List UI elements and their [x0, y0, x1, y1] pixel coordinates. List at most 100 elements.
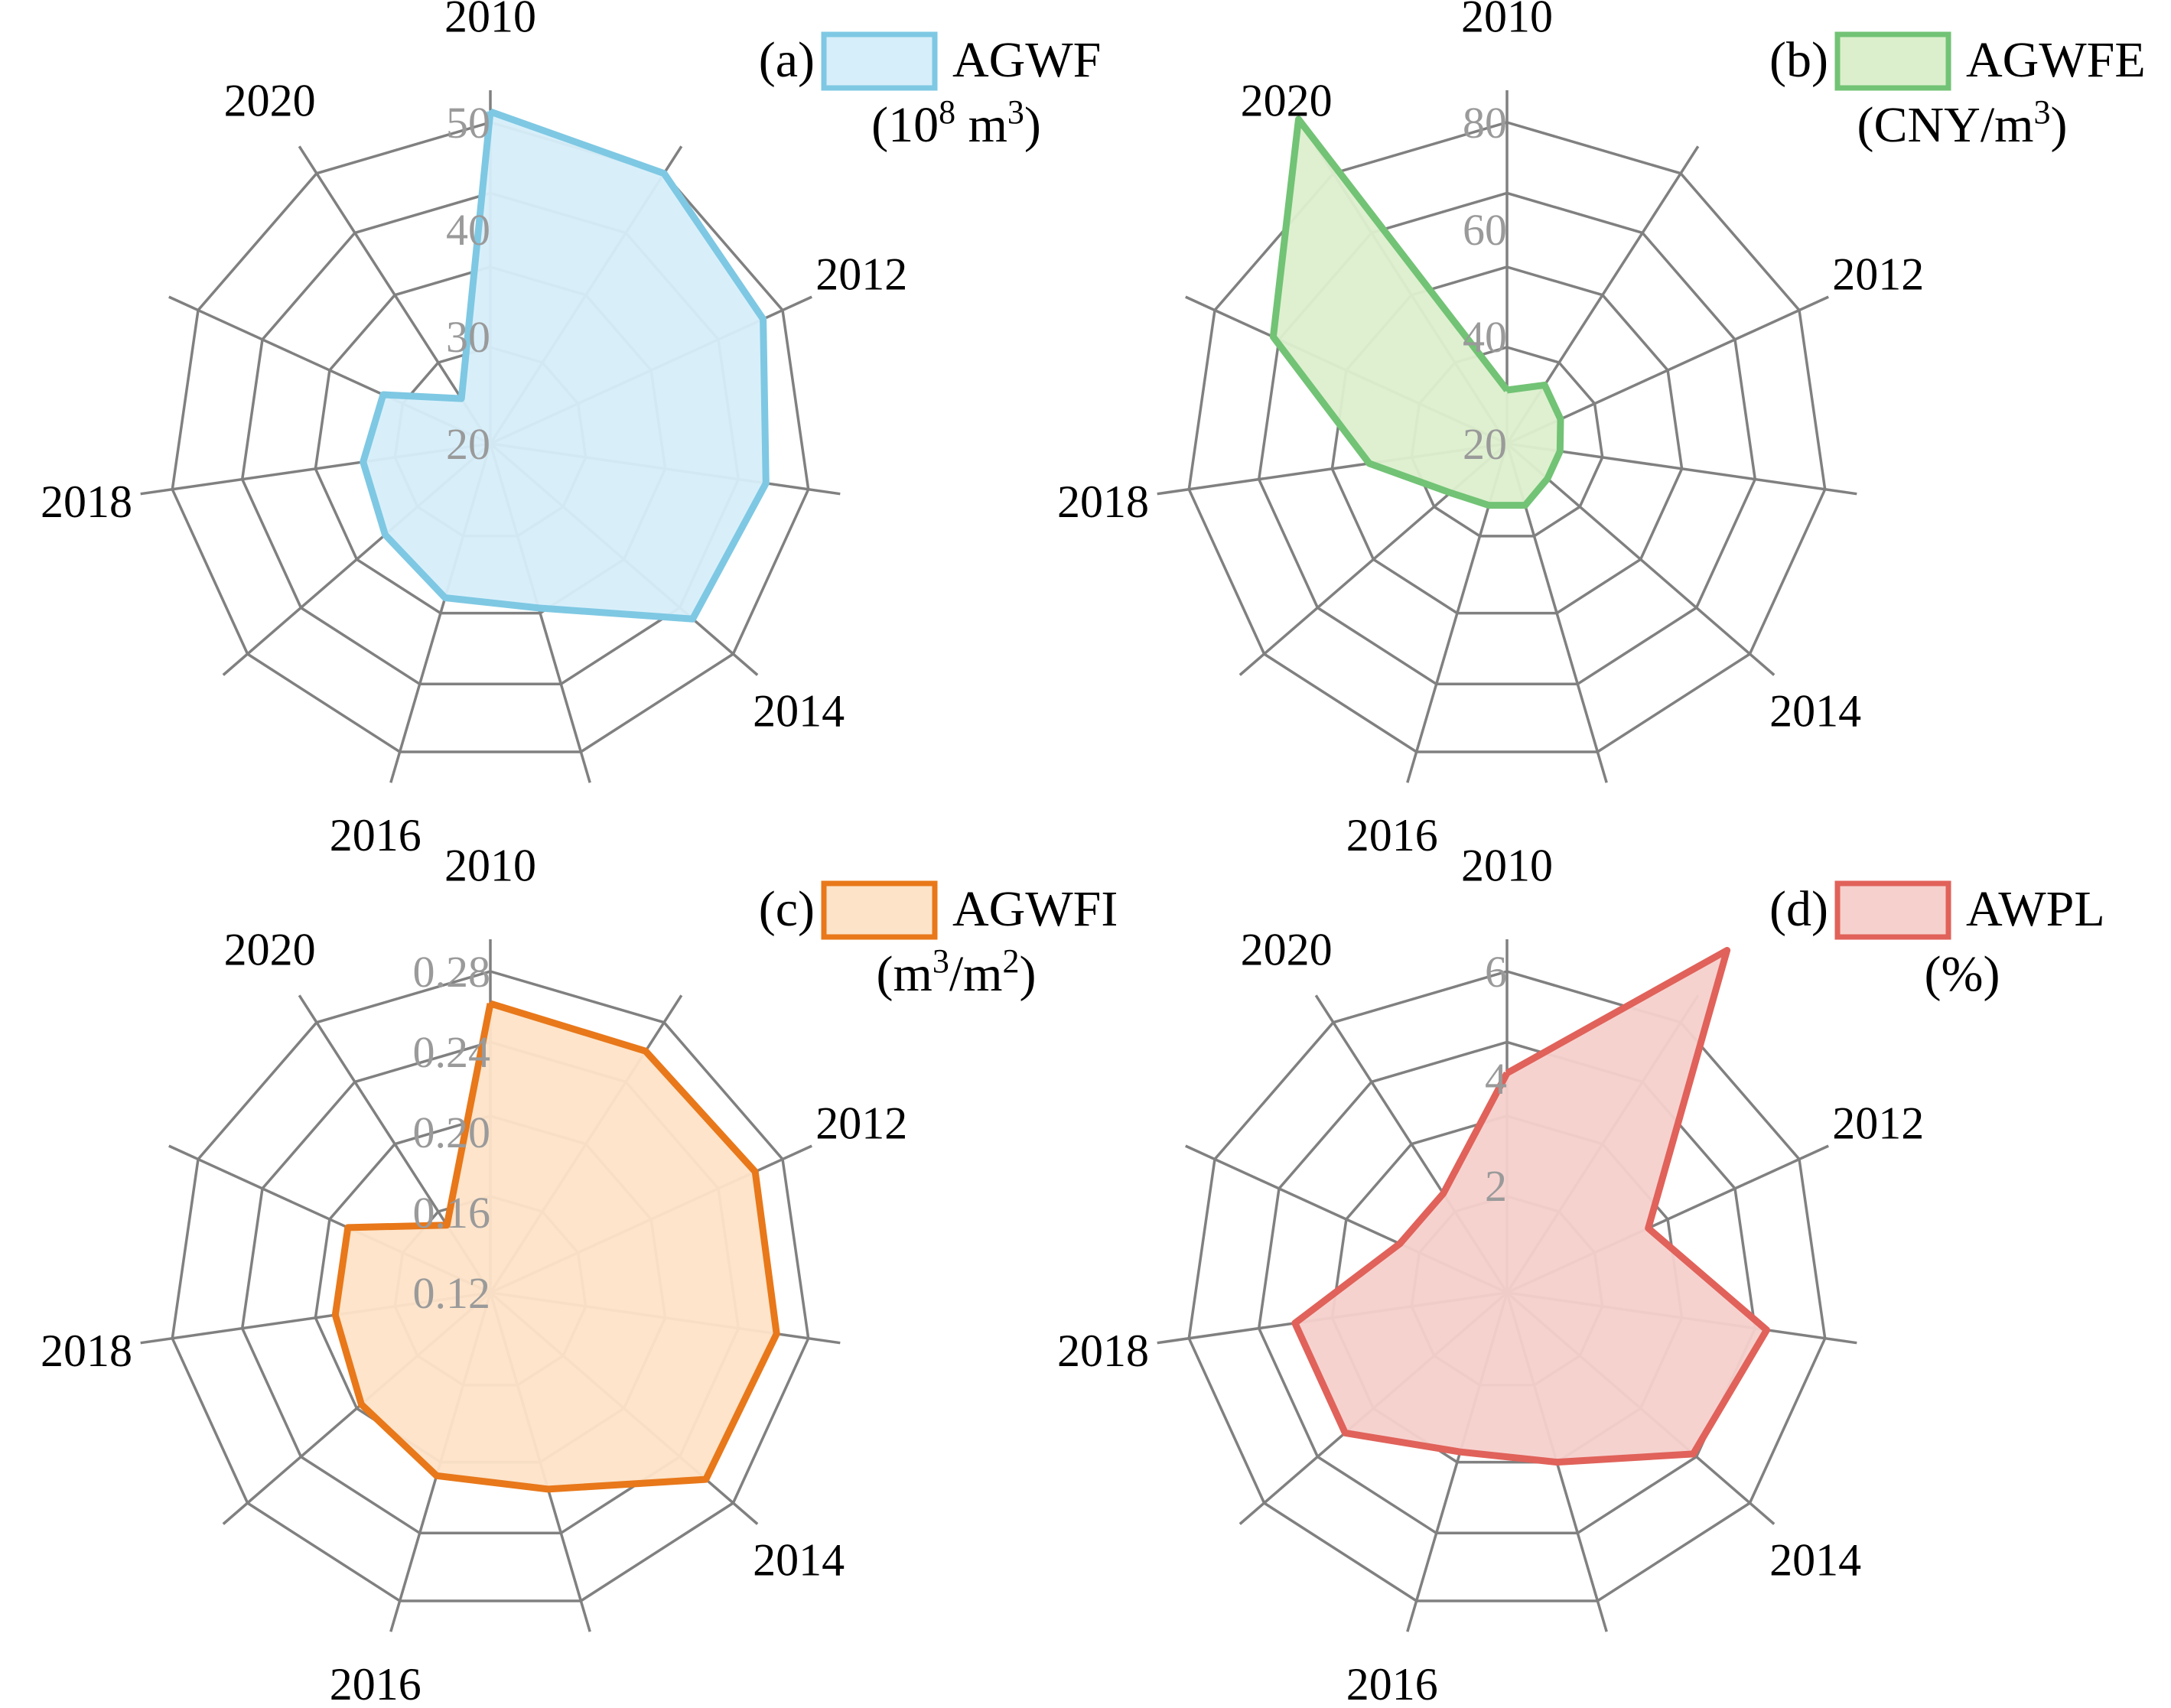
data-point: [460, 397, 464, 401]
data-point: [1297, 118, 1300, 121]
grid-ring: [171, 970, 810, 1602]
data-point: [1646, 1226, 1650, 1230]
data-point: [443, 596, 447, 600]
category-label: 2020: [224, 75, 316, 125]
panel-label: (a): [759, 32, 815, 88]
category-label: 2018: [1057, 477, 1149, 527]
data-point: [1725, 948, 1729, 952]
legend-label: AWPL: [1966, 881, 2105, 937]
data-point: [1271, 335, 1275, 339]
series-area: [1273, 119, 1561, 506]
radar-panel-3: 0.12 0.16 0.20 0.24 0.28 2010 2012 2014 2016 2018…: [41, 841, 1118, 1708]
legend-label: AGWF: [952, 32, 1101, 88]
data-point: [1558, 450, 1562, 453]
category-label: 2018: [41, 477, 132, 527]
series-area: [363, 112, 767, 620]
series-line: [1291, 947, 1770, 1466]
category-label: 2012: [1832, 1098, 1924, 1148]
unit-label: (m3/m2): [877, 942, 1037, 1002]
radial-tick-label: 2: [1485, 1161, 1507, 1211]
category-label: 2014: [753, 1534, 845, 1585]
legend-swatch: [1834, 880, 1951, 940]
unit-label: (108 m3): [871, 93, 1041, 153]
data-point: [445, 1223, 449, 1227]
grid-ring: [1257, 1040, 1757, 1535]
data-point: [1458, 1450, 1462, 1454]
legend-label: AGWFE: [1966, 32, 2146, 88]
data-point: [662, 171, 666, 175]
panel-label: (b): [1769, 32, 1828, 88]
category-label: 2018: [41, 1326, 132, 1376]
data-point: [1293, 1321, 1297, 1325]
unit-label: (CNY/m3): [1857, 93, 2068, 153]
radar-panel-1: 20 30 40 50 2010 2012 2014 2016 2018 2020 (a) AGWF(…: [41, 0, 1101, 861]
grid-ring: [171, 121, 810, 753]
category-label: 2016: [1346, 810, 1438, 861]
legend-swatch: [1834, 31, 1951, 91]
radial-tick-label: 80: [1463, 98, 1507, 148]
data-point: [764, 481, 768, 485]
category-label: 2014: [753, 685, 845, 736]
radial-tick-label: 30: [446, 312, 490, 362]
radial-tick-label: 6: [1485, 947, 1507, 997]
data-point: [1441, 1192, 1445, 1196]
series-line: [360, 108, 770, 623]
radar-panel-4: 2 4 6 2010 2012 2014 2016 2018 2020 (d) AWPL (%): [1057, 841, 2105, 1708]
data-point: [1559, 418, 1562, 421]
category-label: 2010: [444, 841, 536, 891]
data-point: [1367, 461, 1371, 465]
category-label: 2014: [1769, 685, 1861, 736]
data-point: [546, 1487, 550, 1491]
category-label: 2020: [224, 924, 316, 974]
category-label: 2010: [1461, 841, 1553, 891]
data-point: [346, 1225, 350, 1229]
data-point: [1505, 389, 1509, 392]
data-point: [334, 1313, 337, 1317]
data-point: [1505, 1072, 1509, 1075]
radial-tick-label: 40: [1463, 312, 1507, 362]
radial-tick-label: 0.28: [413, 947, 491, 997]
data-point: [1487, 503, 1491, 507]
data-point: [489, 110, 492, 113]
data-point: [1398, 1242, 1401, 1245]
radial-tick-label: 0.12: [413, 1268, 491, 1318]
data-point: [361, 460, 365, 464]
grid-ring: [1187, 121, 1827, 753]
radial-tick-label: 0.16: [413, 1188, 491, 1238]
legend-swatch: [821, 880, 938, 940]
category-label: 2020: [1241, 75, 1333, 125]
panel-label: (c): [759, 881, 815, 937]
data-point: [1543, 383, 1547, 387]
data-point: [1523, 503, 1527, 507]
category-label: 2016: [330, 1659, 422, 1708]
data-point: [360, 1403, 363, 1407]
data-point: [704, 1478, 708, 1482]
radial-tick-label: 4: [1485, 1054, 1507, 1104]
data-point: [1545, 477, 1549, 480]
category-label: 2012: [815, 249, 907, 299]
legend-swatch: [821, 31, 938, 91]
data-point: [383, 533, 387, 537]
axis-spoke: [1505, 442, 1776, 676]
panel-label: (d): [1769, 881, 1828, 937]
series-line: [331, 1000, 780, 1493]
radar-panel-2: 20 40 60 80 2010 2012 2014 2016 2018 2020 (b) AGWFE…: [1057, 0, 2146, 861]
data-point: [775, 1332, 779, 1335]
radial-tick-label: 20: [446, 419, 490, 469]
grid-ring: [1187, 970, 1827, 1602]
data-point: [1555, 1460, 1559, 1464]
data-point: [435, 1474, 438, 1478]
radial-tick-label: 60: [1463, 205, 1507, 255]
category-label: 2020: [1241, 924, 1333, 974]
series-area: [335, 1004, 777, 1489]
radial-tick-label: 50: [446, 98, 490, 148]
radial-tick-label: 40: [446, 205, 490, 255]
legend-label: AGWFI: [952, 881, 1118, 937]
data-point: [537, 606, 541, 610]
category-label: 2018: [1057, 1326, 1149, 1376]
data-point: [691, 617, 695, 621]
radial-tick-label: 0.24: [413, 1027, 491, 1077]
radial-tick-label: 20: [1463, 419, 1507, 469]
series-line: [1269, 115, 1564, 509]
